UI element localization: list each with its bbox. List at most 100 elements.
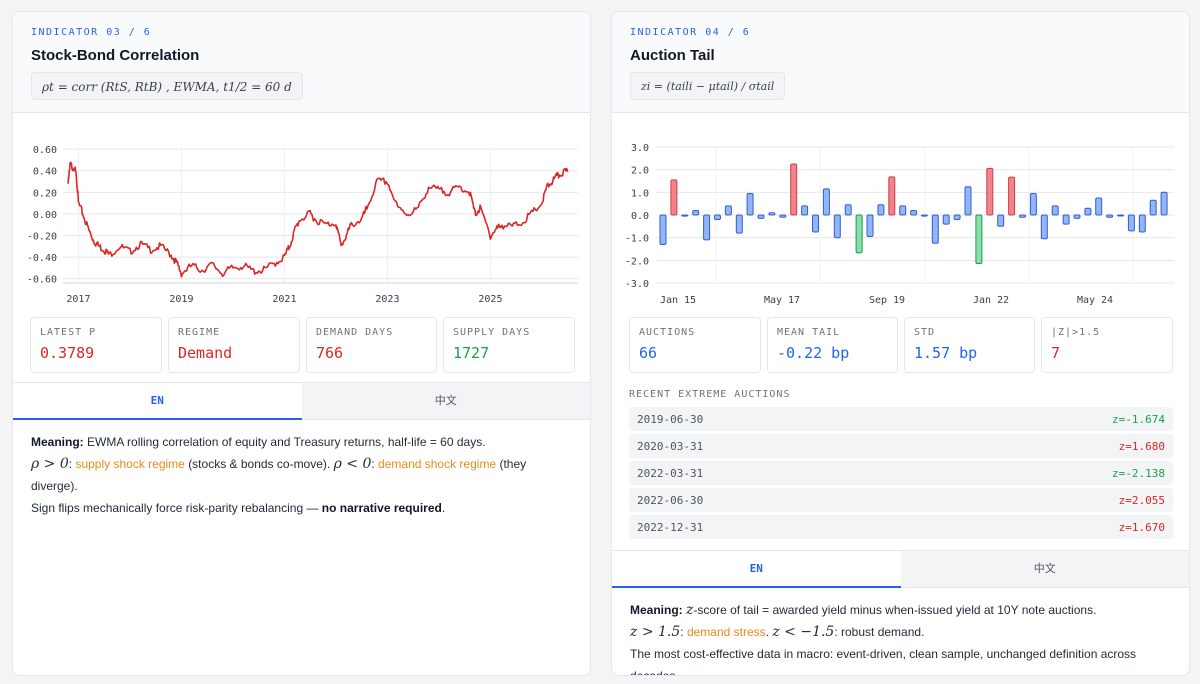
- auction-z-score: z=1.670: [1118, 520, 1165, 534]
- tail-bar: [714, 214, 721, 220]
- tail-bar: [1051, 205, 1059, 216]
- meaning-line-1: Meaning: z-score of tail = awarded yield…: [630, 599, 1175, 621]
- x-tick-label: May 17: [764, 295, 800, 306]
- stat-std: STD 1.57 bp: [904, 317, 1035, 373]
- tail-bar-stress: [986, 167, 994, 216]
- tail-bar-stress: [790, 163, 798, 216]
- card-title: Auction Tail: [630, 47, 715, 64]
- tail-bar: [822, 188, 830, 216]
- indicator-kicker: INDICATOR 04 / 6: [630, 27, 751, 38]
- stat-supply-days: SUPPLY DAYS 1727: [443, 317, 575, 373]
- stat-regime: REGIME Demand: [168, 317, 300, 373]
- x-tick-label: 2017: [66, 294, 90, 305]
- correlation-line-chart: 0.60 0.40 0.20 0.00 -0.20 -0.40 -0.60 2017 2019 2…: [27, 145, 578, 305]
- x-tick-label: 2023: [375, 294, 399, 305]
- card-header: INDICATOR 04 / 6 Auction Tail zi = (tail…: [612, 12, 1189, 113]
- y-tick-label: -1.0: [625, 234, 649, 245]
- stat-auctions: AUCTIONS 66: [629, 317, 761, 373]
- meaning-line-2: z > 1.5: demand stress. z < −1.5: robust…: [630, 624, 925, 640]
- tab-en[interactable]: EN: [612, 551, 901, 588]
- x-tick-label: 2025: [478, 294, 502, 305]
- x-tick-label: Jan 15: [660, 295, 696, 306]
- tail-bar-robust: [975, 214, 983, 264]
- auction-date: 2020-03-31: [637, 439, 704, 453]
- tab-en[interactable]: EN: [13, 383, 302, 420]
- meaning-line-2: ρ > 0: supply shock regime (stocks & bon…: [31, 456, 527, 493]
- correlation-card: INDICATOR 03 / 6 Stock-Bond Correlation …: [12, 11, 591, 676]
- stat-value: 1.57 bp: [914, 344, 978, 362]
- y-tick-label: 0.0: [631, 211, 649, 222]
- tail-bar: [1084, 207, 1092, 216]
- demand-stress-term: demand stress: [686, 625, 766, 639]
- stat-label: AUCTIONS: [639, 327, 696, 338]
- x-tick-label: 2021: [272, 294, 296, 305]
- meaning-line-1: Meaning: EWMA rolling correlation of equ…: [31, 431, 576, 453]
- stat-label: STD: [914, 327, 936, 338]
- y-tick-label: 0.40: [33, 167, 57, 178]
- stat-value: 7: [1051, 344, 1061, 362]
- cost-effective-text: The most cost-effective data in macro: e…: [630, 647, 1137, 676]
- tail-bar: [997, 214, 1005, 227]
- auction-date: 2022-06-30: [637, 493, 704, 507]
- tail-bar: [953, 214, 961, 220]
- correlation-series-line: [67, 161, 569, 278]
- stat-value: -0.22 bp: [777, 344, 850, 362]
- cond-negative: ρ < 0: [333, 456, 372, 472]
- tail-bar: [1019, 214, 1026, 218]
- tab-zh[interactable]: 中文: [900, 551, 1189, 588]
- y-tick-label: -0.60: [27, 275, 57, 286]
- supply-regime-term: supply shock regime: [75, 457, 185, 471]
- card-header: INDICATOR 03 / 6 Stock-Bond Correlation …: [13, 12, 590, 113]
- meaning-desc: EWMA rolling correlation of equity and T…: [87, 435, 486, 449]
- stat-label: REGIME: [178, 327, 221, 338]
- tail-bar: [1138, 214, 1146, 233]
- tail-bar: [844, 204, 852, 216]
- tail-bar: [779, 214, 787, 218]
- card-title: Stock-Bond Correlation: [31, 47, 200, 64]
- stat-label: MEAN TAIL: [777, 327, 841, 338]
- demand-regime-term: demand shock regime: [378, 457, 497, 471]
- language-tabs: EN 中文: [612, 550, 1189, 588]
- stat-mean-tail: MEAN TAIL -0.22 bp: [767, 317, 898, 373]
- period: .: [441, 501, 446, 515]
- tail-bar: [1127, 214, 1135, 232]
- stat-extreme-count: |Z|>1.5 7: [1041, 317, 1173, 373]
- tail-bar: [899, 205, 907, 216]
- auction-date: 2022-03-31: [637, 466, 704, 480]
- meaning-desc: -score of tail = awarded yield minus whe…: [693, 603, 1097, 617]
- formula-box: zi = (taili − μtail) / σtail: [630, 72, 786, 100]
- stat-latest-rho: LATEST Ρ 0.3789: [30, 317, 162, 373]
- recent-extremes-list: 2019-06-30 z=-1.674 2020-03-31 z=1.680 2022-…: [629, 407, 1173, 542]
- stat-label: |Z|>1.5: [1051, 327, 1101, 338]
- auction-z-score: z=1.680: [1118, 439, 1165, 453]
- x-tick-label: Sep 19: [869, 295, 905, 306]
- meaning-label: Meaning:: [31, 435, 84, 449]
- tail-bar-stress: [888, 176, 896, 216]
- auction-z-score: z=-2.138: [1112, 466, 1165, 480]
- tail-bar: [1117, 214, 1124, 217]
- tail-bar: [866, 214, 874, 237]
- tab-zh[interactable]: 中文: [301, 383, 590, 420]
- stat-value: Demand: [178, 344, 233, 362]
- y-tick-label: 0.20: [33, 188, 57, 199]
- y-tick-label: -3.0: [625, 279, 649, 290]
- auction-date: 2019-06-30: [637, 412, 704, 426]
- y-tick-label: 2.0: [631, 166, 649, 177]
- x-tick-label: Jan 22: [973, 295, 1009, 306]
- tail-bar: [1062, 214, 1070, 225]
- tail-bar: [659, 214, 667, 245]
- formula-text: zi = (taili − μtail) / σtail: [641, 80, 775, 93]
- tail-bar: [735, 214, 743, 234]
- meaning-text: Meaning: EWMA rolling correlation of equ…: [31, 431, 576, 519]
- x-tick-label: May 24: [1077, 295, 1113, 306]
- tail-bar: [1160, 191, 1168, 216]
- cond-positive: z > 1.5: [630, 624, 681, 640]
- cond-negative: z < −1.5: [772, 624, 835, 640]
- tail-bar: [964, 186, 972, 216]
- stat-value: 66: [639, 344, 658, 362]
- y-tick-label: 0.00: [33, 210, 57, 221]
- demand-desc: (they diverge).: [31, 457, 527, 493]
- tail-bar: [757, 214, 765, 219]
- stats-row: LATEST Ρ 0.3789 REGIME Demand DEMAND DAY…: [13, 317, 590, 373]
- robust-demand-text: robust demand.: [841, 625, 925, 639]
